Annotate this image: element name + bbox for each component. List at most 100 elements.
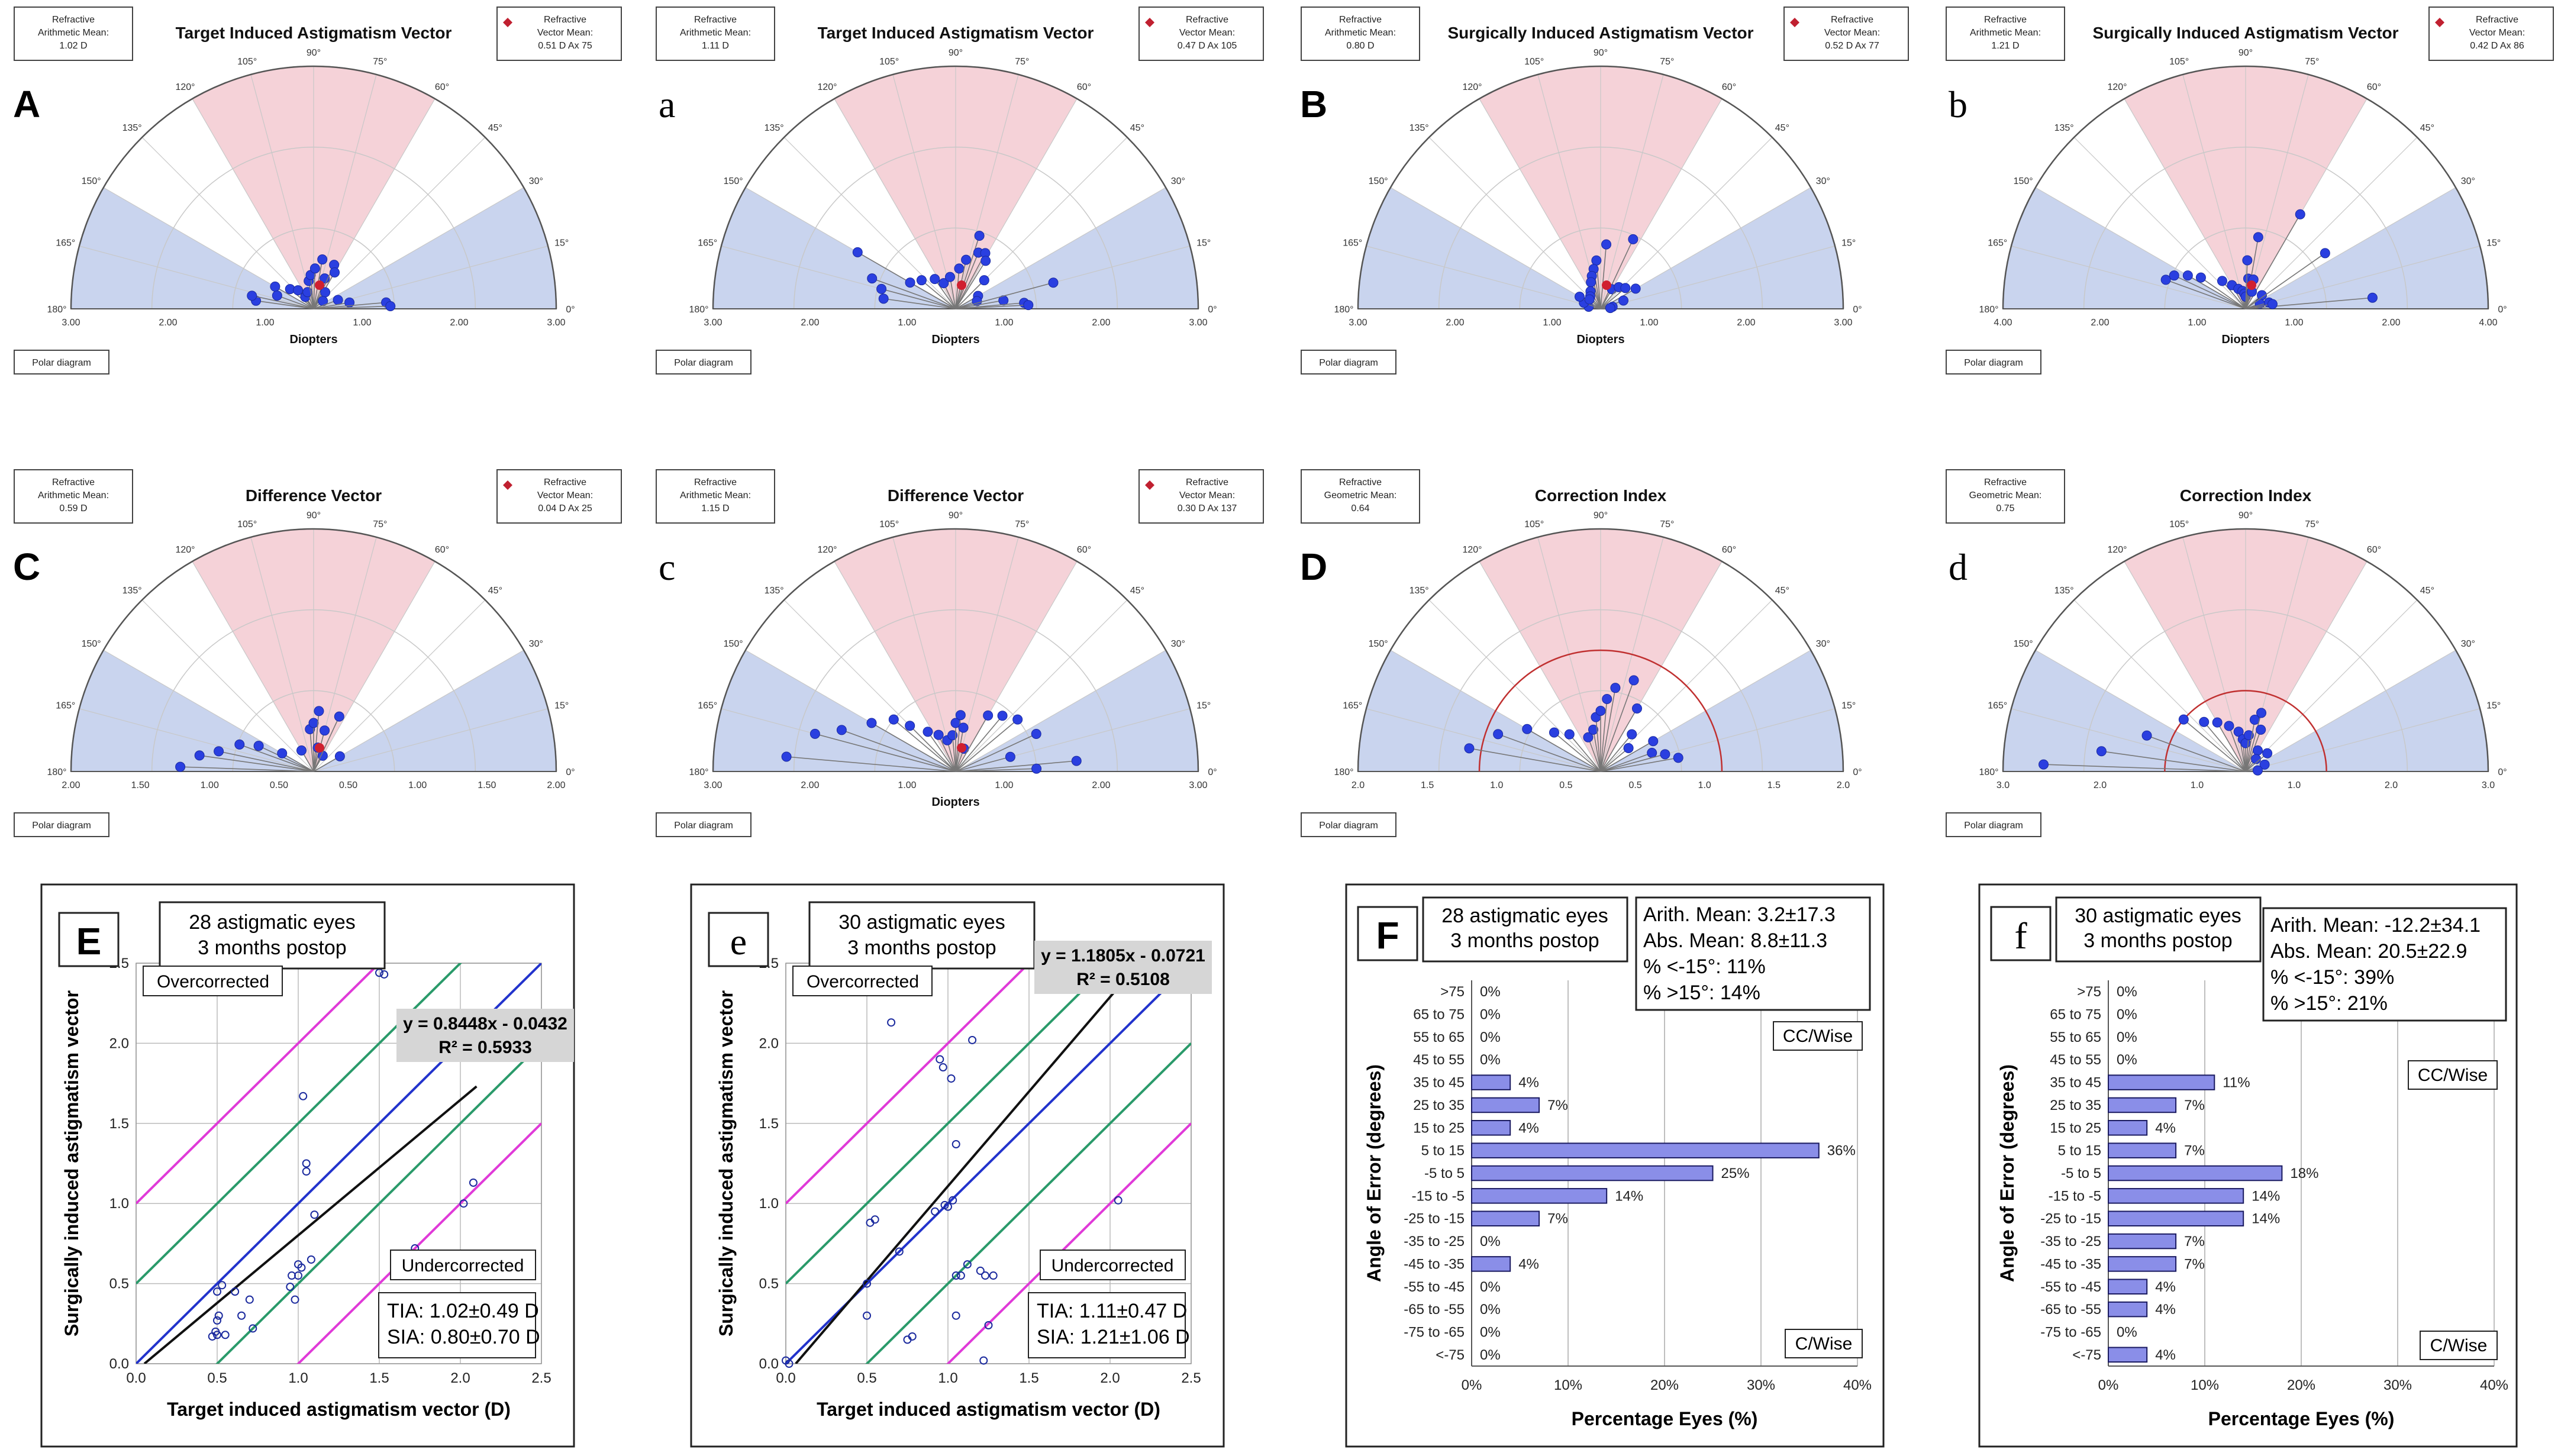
data-point bbox=[1564, 729, 1575, 740]
bar bbox=[1471, 1256, 1511, 1272]
data-point bbox=[931, 1207, 940, 1216]
title-box bbox=[1422, 896, 1628, 963]
vector-line bbox=[1527, 728, 1601, 772]
polar-spoke bbox=[141, 137, 314, 309]
radius-tick-label: 2.0 bbox=[2094, 780, 2107, 790]
polar-spoke bbox=[2011, 708, 2246, 772]
info-box-right-line: Refractive bbox=[1831, 15, 1873, 25]
info-box-left-line: 0.75 bbox=[1996, 503, 2014, 514]
data-point bbox=[950, 718, 961, 728]
bar bbox=[1471, 1165, 1714, 1181]
angle-label: 30° bbox=[529, 639, 543, 649]
polar-spoke bbox=[1600, 137, 1773, 309]
angle-label: 165° bbox=[1343, 238, 1362, 248]
vector-line bbox=[909, 725, 956, 772]
vector-line bbox=[277, 295, 314, 309]
category-label: 5 to 15 bbox=[1421, 1143, 1465, 1159]
data-point bbox=[213, 1287, 221, 1296]
polar-diagram-button[interactable]: Polar diagram bbox=[1301, 812, 1396, 837]
sector bbox=[2003, 650, 2246, 771]
y-axis-label: Surgically induced astigmatism vector bbox=[715, 990, 737, 1336]
data-point bbox=[1031, 728, 1041, 739]
bar bbox=[2108, 1301, 2148, 1318]
x-tick-label: 1.5 bbox=[369, 1370, 389, 1386]
bar-value-label: 4% bbox=[2155, 1347, 2176, 1363]
radius-tick-label: 1.5 bbox=[1421, 780, 1434, 790]
polar-x-label: Diopters bbox=[289, 333, 337, 346]
vector-line bbox=[218, 751, 314, 772]
sector bbox=[2246, 188, 2488, 309]
data-point bbox=[1601, 239, 1612, 250]
angle-label: 120° bbox=[817, 82, 837, 92]
vector-line bbox=[1592, 729, 1601, 772]
radius-tick-label: 1.00 bbox=[2188, 318, 2206, 328]
reference-line bbox=[136, 963, 462, 1285]
stats-line: % >15°: 21% bbox=[2270, 992, 2388, 1015]
polar-panel-B: B Refractive Arithmetic Mean: 0.80 D Refract… bbox=[1300, 7, 1909, 375]
data-point bbox=[1647, 747, 1657, 758]
polar-diagram-button[interactable]: Polar diagram bbox=[656, 350, 751, 375]
radius-tick-label: 3.0 bbox=[1996, 780, 2010, 790]
polar-diagram-button[interactable]: Polar diagram bbox=[656, 812, 751, 837]
polar-diagram-button[interactable]: Polar diagram bbox=[1946, 350, 2041, 375]
vector-line bbox=[2146, 735, 2246, 772]
data-point bbox=[2212, 717, 2223, 728]
radius-tick-label: 3.00 bbox=[704, 318, 722, 328]
data-point bbox=[1005, 751, 1015, 762]
data-point bbox=[963, 1260, 972, 1269]
bar-value-label: 0% bbox=[1480, 1234, 1501, 1250]
data-point bbox=[809, 728, 820, 739]
data-point bbox=[317, 254, 328, 265]
tag-cwise: C/Wise bbox=[1795, 1334, 1853, 1354]
angle-label: 150° bbox=[1369, 176, 1388, 186]
data-point bbox=[1618, 295, 1629, 306]
angle-label: 120° bbox=[2107, 545, 2127, 555]
angle-label: 75° bbox=[373, 519, 387, 530]
chart-subtitle: 3 months postop bbox=[1450, 929, 1599, 952]
polar-diagram-button-box bbox=[1946, 350, 2041, 375]
panel-letter-box bbox=[1990, 906, 2052, 961]
radius-tick-label: 3.0 bbox=[2482, 780, 2495, 790]
data-point bbox=[1584, 294, 1595, 305]
data-point bbox=[1586, 277, 1596, 288]
radius-tick-label: 2.00 bbox=[2382, 318, 2400, 328]
data-point bbox=[221, 1331, 230, 1339]
stats-line: SIA: 0.80±0.70 D bbox=[387, 1326, 540, 1348]
data-point bbox=[2160, 275, 2171, 285]
angle-label: 75° bbox=[2305, 519, 2319, 530]
polar-diagram-button[interactable]: Polar diagram bbox=[1946, 812, 2041, 837]
vector-line bbox=[1600, 680, 1634, 772]
vector-line bbox=[938, 734, 956, 772]
polar-spoke bbox=[892, 537, 956, 772]
info-box-left-line: Refractive bbox=[52, 15, 95, 25]
polar-diagram-button[interactable]: Polar diagram bbox=[14, 812, 109, 837]
y-axis-label: Angle of Error (degrees) bbox=[1996, 1064, 2018, 1282]
angle-label: 90° bbox=[307, 511, 321, 521]
stats-line: SIA: 1.21±1.06 D bbox=[1037, 1326, 1190, 1348]
polar-spoke bbox=[834, 98, 956, 309]
panel-letter-box bbox=[1357, 906, 1418, 961]
radius-tick-label: 2.00 bbox=[547, 780, 565, 790]
vector-line bbox=[841, 729, 956, 772]
y-tick-label: 2.0 bbox=[109, 1035, 129, 1051]
data-point bbox=[785, 1360, 794, 1368]
panel-label: C bbox=[13, 545, 40, 588]
polar-diagram-button[interactable]: Polar diagram bbox=[14, 350, 109, 375]
data-point bbox=[951, 1311, 960, 1320]
stats-line: % <-15°: 39% bbox=[2270, 966, 2394, 989]
reference-lines bbox=[136, 963, 541, 1364]
data-point bbox=[867, 273, 878, 284]
vector-line bbox=[1553, 732, 1601, 772]
data-point bbox=[2262, 748, 2273, 758]
data-point bbox=[2169, 270, 2179, 281]
data-point bbox=[981, 1271, 990, 1280]
angle-label: 30° bbox=[2461, 176, 2475, 186]
vector-line bbox=[309, 729, 314, 772]
polar-outline bbox=[1357, 528, 1844, 772]
data-point bbox=[320, 725, 330, 736]
polar-diagram-button[interactable]: Polar diagram bbox=[1301, 350, 1396, 375]
angle-label: 90° bbox=[1594, 48, 1608, 58]
radius-tick-label: 1.0 bbox=[1490, 780, 1503, 790]
angle-label: 135° bbox=[122, 123, 142, 133]
angle-label: 60° bbox=[435, 545, 449, 555]
